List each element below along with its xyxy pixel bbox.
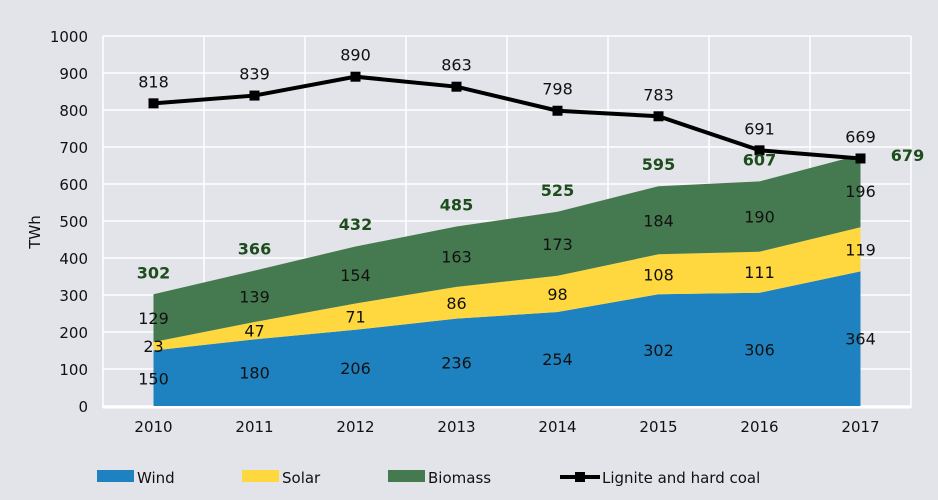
- coal-marker: [552, 105, 563, 116]
- wind-value-label: 302: [643, 341, 674, 360]
- y-tick-label: 1000: [50, 28, 88, 46]
- biomass-value-label: 190: [744, 208, 775, 227]
- coal-value-label: 890: [340, 46, 371, 65]
- x-tick-label: 2012: [336, 418, 374, 436]
- coal-value-label: 818: [138, 72, 169, 91]
- coal-marker: [148, 98, 159, 109]
- area-biomass: [153, 154, 861, 342]
- coal-value-label: 863: [441, 56, 472, 75]
- x-tick-label: 2013: [437, 418, 475, 436]
- wind-value-label: 180: [239, 364, 270, 383]
- legend-swatch-biomass: [388, 470, 425, 482]
- biomass-value-label: 184: [643, 211, 674, 230]
- y-tick-label: 300: [59, 287, 88, 305]
- solar-value-label: 98: [547, 285, 567, 304]
- y-tick-label: 0: [78, 398, 88, 416]
- coal-marker: [350, 71, 361, 82]
- coal-marker: [855, 153, 866, 164]
- biomass-value-label: 154: [340, 266, 371, 285]
- axes: 0 100 200 300 400 500 600 700 800 900 1000 2010 2011…: [50, 28, 880, 436]
- legend-label: Lignite and hard coal: [602, 469, 760, 487]
- biomass-value-label: 139: [239, 287, 270, 306]
- y-tick-label: 600: [59, 176, 88, 194]
- total-value-label: 595: [642, 155, 675, 174]
- y-tick-label: 900: [59, 65, 88, 83]
- coal-marker: [451, 81, 462, 92]
- solar-value-label: 47: [244, 322, 264, 341]
- y-tick-label: 800: [59, 102, 88, 120]
- x-tick-label: 2010: [134, 418, 172, 436]
- coal-value-label: 783: [643, 85, 674, 104]
- coal-marker: [249, 90, 260, 101]
- biomass-value-label: 129: [138, 309, 169, 328]
- legend: Wind Solar Biomass Lignite and hard coal: [97, 469, 760, 487]
- area-wind: [153, 271, 861, 406]
- wind-value-label: 236: [441, 353, 472, 372]
- x-tick-label: 2015: [639, 418, 677, 436]
- legend-label: Wind: [137, 469, 175, 487]
- total-value-label: 432: [339, 215, 372, 234]
- legend-swatch-solar: [242, 470, 279, 482]
- legend-marker-icon: [575, 472, 585, 482]
- x-tick-label: 2016: [740, 418, 778, 436]
- total-value-label: 679: [891, 146, 924, 165]
- wind-value-label: 364: [845, 330, 876, 349]
- y-axis-label: TWh: [26, 215, 44, 250]
- total-value-label: 525: [541, 181, 574, 200]
- coal-marker: [754, 145, 765, 156]
- solar-value-label: 23: [143, 337, 163, 356]
- wind-value-label: 150: [138, 369, 169, 388]
- total-value-label: 302: [137, 263, 170, 282]
- wind-value-label: 254: [542, 350, 573, 369]
- legend-label: Solar: [282, 469, 321, 487]
- x-tick-label: 2014: [538, 418, 576, 436]
- solar-value-label: 111: [744, 263, 775, 282]
- biomass-value-label: 173: [542, 235, 573, 254]
- coal-value-label: 839: [239, 65, 270, 84]
- y-tick-label: 700: [59, 139, 88, 157]
- total-value-label: 485: [440, 196, 473, 215]
- coal-value-label: 669: [845, 127, 876, 146]
- y-tick-label: 500: [59, 213, 88, 231]
- coal-line: [148, 71, 866, 164]
- data-labels: 150 180 206 236 254 302 306 364 23 47 71 86 98 108 111…: [137, 46, 924, 389]
- biomass-value-label: 163: [441, 248, 472, 267]
- wind-value-label: 306: [744, 340, 775, 359]
- solar-value-label: 86: [446, 294, 466, 313]
- legend-swatch-wind: [97, 470, 134, 482]
- coal-value-label: 691: [744, 119, 775, 138]
- coal-marker: [653, 111, 664, 122]
- solar-value-label: 119: [845, 240, 876, 259]
- solar-value-label: 108: [643, 265, 674, 284]
- area-solar: [153, 227, 861, 351]
- x-tick-label: 2017: [841, 418, 879, 436]
- coal-line-path: [153, 74, 861, 161]
- x-tick-label: 2011: [235, 418, 273, 436]
- total-value-label: 366: [238, 240, 271, 259]
- stacked-areas: [153, 154, 861, 406]
- y-tick-label: 400: [59, 250, 88, 268]
- biomass-value-label: 196: [845, 182, 876, 201]
- solar-value-label: 71: [345, 308, 365, 327]
- coal-value-label: 798: [542, 80, 573, 99]
- y-tick-label: 100: [59, 361, 88, 379]
- legend-label: Biomass: [428, 469, 491, 487]
- total-value-label: 607: [743, 150, 776, 169]
- y-tick-label: 200: [59, 324, 88, 342]
- wind-value-label: 206: [340, 359, 371, 378]
